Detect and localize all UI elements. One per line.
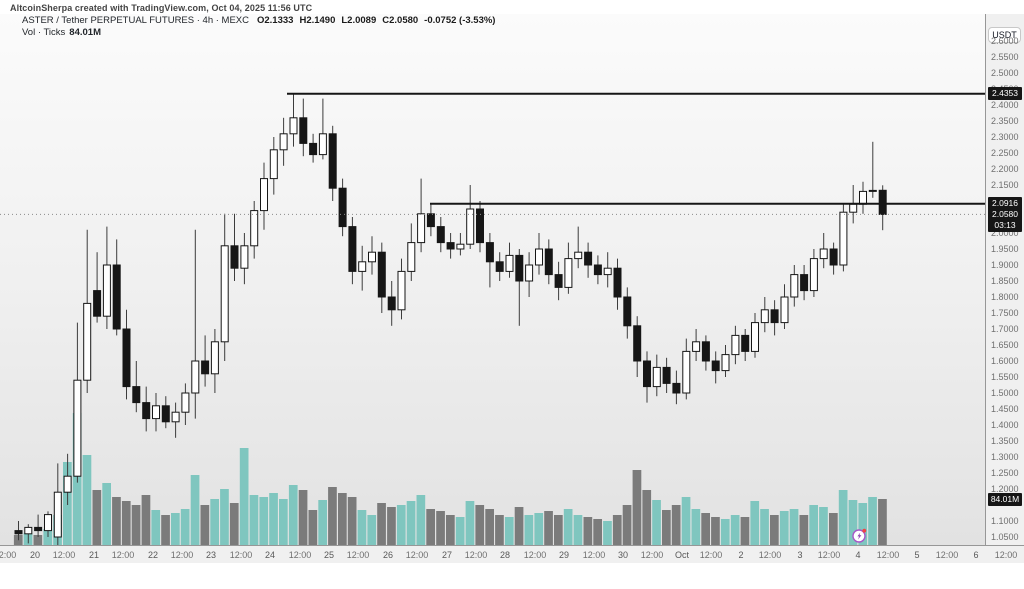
time-tick-hour: 12:00	[582, 550, 606, 560]
ohlc-values: O2.1333 H2.1490 L2.0089 C2.0580 -0.0752 (-3.…	[257, 15, 501, 26]
ohlc-item: -0.0752 (-3.53%)	[424, 15, 496, 26]
footer-bar: TradingView	[0, 563, 1024, 589]
time-tick-hour: 12:00	[288, 550, 312, 560]
price-tick-label: 2.2500	[991, 147, 1019, 158]
time-tick-hour: 12:00	[229, 550, 253, 560]
price-tick-label: 1.9000	[991, 259, 1019, 270]
time-tick-date: 29	[558, 550, 570, 560]
price-tick-label: 2.0000	[991, 227, 1019, 238]
price-tick-label: 2.2000	[991, 163, 1019, 174]
price-tick-label: 1.6500	[991, 339, 1019, 350]
time-tick-date: 5	[914, 550, 920, 560]
chart-pane-background	[0, 14, 985, 545]
volume-indicator-value: 84.01M	[69, 26, 101, 38]
price-tick-label: 1.2500	[991, 467, 1019, 478]
time-tick-hour: 12:00	[699, 550, 723, 560]
time-tick-date: Oct	[674, 550, 690, 560]
time-axis[interactable]: 12:002012:002112:002212:002312:002412:00…	[0, 545, 1024, 563]
price-axis[interactable]: USDT 2.4353 2.0916 2.0580 03:13 84.01M 2…	[985, 14, 1024, 545]
price-tick-label: 1.4500	[991, 403, 1019, 414]
time-tick-hour: 12:00	[464, 550, 488, 560]
price-tick-label: 1.2000	[991, 483, 1019, 494]
price-tick-label: 1.0500	[991, 531, 1019, 542]
price-tick-label: 1.1000	[991, 515, 1019, 526]
attribution-bar: AltcoinSherpa created with TradingView.c…	[10, 3, 313, 13]
volume-series	[13, 413, 887, 545]
price-tick-label: 2.4000	[991, 99, 1019, 110]
time-tick-hour: 12:00	[523, 550, 547, 560]
last-price-value: 2.0580	[992, 208, 1018, 219]
price-tick-label: 2.6000	[991, 35, 1019, 46]
price-tick-label: 1.3000	[991, 451, 1019, 462]
time-tick-hour: 12:00	[170, 550, 194, 560]
time-tick-hour: 12:00	[640, 550, 664, 560]
price-tick-label: 2.1500	[991, 179, 1019, 190]
price-tick-label: 1.6000	[991, 355, 1019, 366]
price-tick-label: 1.3500	[991, 435, 1019, 446]
ohlc-item: H2.1490	[299, 15, 336, 26]
volume-row: Vol · Ticks 84.01M	[22, 27, 501, 39]
volume-axis-label: 84.01M	[988, 492, 1022, 506]
event-marker-icon[interactable]	[852, 528, 867, 543]
price-tick-label: 2.5500	[991, 51, 1019, 62]
time-tick-date: 30	[617, 550, 629, 560]
time-tick-hour: 12:00	[758, 550, 782, 560]
time-tick-date: 22	[147, 550, 159, 560]
price-tick-label: 2.5000	[991, 67, 1019, 78]
time-tick-date: 28	[499, 550, 511, 560]
time-tick-date: 2	[738, 550, 744, 560]
time-tick-date: 6	[973, 550, 979, 560]
time-tick-date: 27	[441, 550, 453, 560]
symbol-row: ASTER / Tether PERPETUAL FUTURES · 4h · …	[22, 15, 501, 27]
time-tick-hour: 12:00	[111, 550, 135, 560]
time-tick-hour: 12:00	[346, 550, 370, 560]
ohlc-item: C2.0580	[382, 15, 419, 26]
price-tick-label: 1.5000	[991, 387, 1019, 398]
price-tick-label: 1.8000	[991, 291, 1019, 302]
price-tick-label: 2.3500	[991, 115, 1019, 126]
time-tick-date: 25	[323, 550, 335, 560]
time-tick-hour: 12:00	[876, 550, 900, 560]
time-tick-hour: 12:00	[405, 550, 429, 560]
price-tick-label: 1.7500	[991, 307, 1019, 318]
volume-indicator-label: Vol · Ticks	[22, 26, 66, 38]
time-tick-date: 23	[205, 550, 217, 560]
candlestick-series	[14, 93, 887, 545]
currency-toggle-button[interactable]: USDT	[988, 27, 1021, 43]
chart-legend: ASTER / Tether PERPETUAL FUTURES · 4h · …	[22, 15, 501, 38]
time-tick-date: 4	[855, 550, 861, 560]
price-tick-label: 1.4000	[991, 419, 1019, 430]
ohlc-item: L2.0089	[341, 15, 377, 26]
candlestick-chart[interactable]	[0, 0, 985, 545]
time-tick-hour: 12:00	[935, 550, 959, 560]
last-price-label: 2.0580 03:13	[988, 207, 1022, 232]
time-tick-date: 24	[264, 550, 276, 560]
bar-countdown: 03:13	[994, 219, 1016, 230]
time-tick-hour: 12:00	[52, 550, 76, 560]
price-tick-label: 2.3000	[991, 131, 1019, 142]
time-tick-date: 20	[29, 550, 41, 560]
price-tick-label: 1.5500	[991, 371, 1019, 382]
time-tick-date: 26	[382, 550, 394, 560]
time-tick-hour: 12:00	[817, 550, 841, 560]
resistance-price-label: 2.4353	[988, 87, 1022, 101]
price-tick-label: 1.8500	[991, 275, 1019, 286]
symbol-title: ASTER / Tether PERPETUAL FUTURES · 4h · …	[22, 15, 249, 26]
resistance-price-label-2: 2.0916	[988, 197, 1022, 211]
time-tick-date: 21	[88, 550, 100, 560]
ohlc-item: O2.1333	[257, 15, 294, 26]
price-tick-label: 1.7000	[991, 323, 1019, 334]
price-tick-label: 1.9500	[991, 243, 1019, 254]
time-tick-hour: 12:00	[994, 550, 1018, 560]
time-tick-date: 3	[797, 550, 803, 560]
time-tick-hour: 12:00	[0, 550, 17, 560]
